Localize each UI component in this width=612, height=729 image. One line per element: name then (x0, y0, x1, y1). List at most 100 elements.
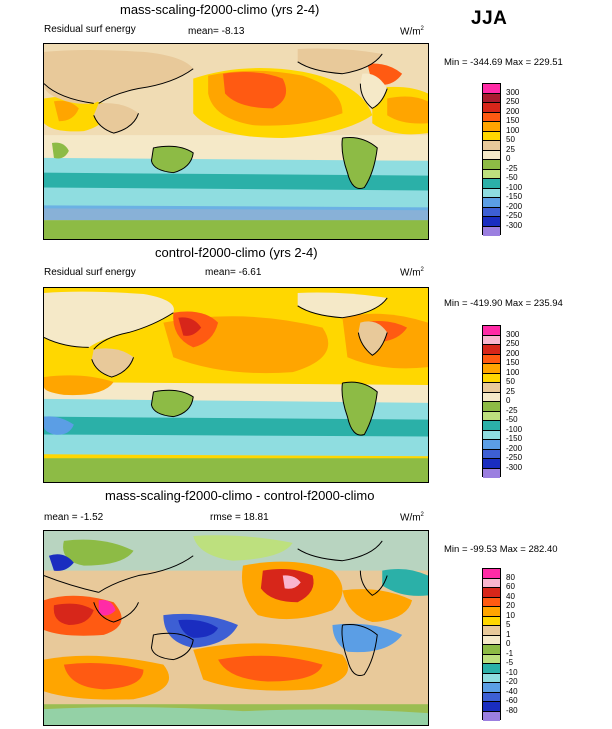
colorbar-tick-label: 1 (506, 629, 511, 639)
colorbar-swatch (483, 402, 500, 412)
colorbar-tick-label: -300 (506, 220, 523, 230)
colorbar-tick-label: -25 (506, 405, 518, 415)
colorbar-tick-label: 200 (506, 348, 520, 358)
colorbar-swatch (483, 392, 500, 402)
panel-2-colorbar (482, 325, 501, 478)
colorbar-tick-label: 20 (506, 601, 515, 610)
panel-1-map (43, 43, 429, 240)
colorbar-swatch (483, 179, 500, 189)
panel-1-colorbar (482, 83, 501, 236)
panel-3-minmax: Min = -99.53 Max = 282.40 (444, 544, 558, 555)
colorbar-tick-label: 250 (506, 339, 520, 348)
colorbar-tick-label: 100 (506, 125, 520, 135)
panel-3-units: W/m2 (400, 512, 424, 524)
colorbar-swatch (483, 711, 500, 721)
colorbar-tick-label: -80 (506, 705, 518, 715)
colorbar-swatch (483, 160, 500, 170)
colorbar-swatch (483, 411, 500, 421)
colorbar-swatch (483, 607, 500, 617)
colorbar-tick-label: -50 (506, 173, 518, 182)
panel-1-title: mass-scaling-f2000-climo (yrs 2-4) (120, 2, 320, 17)
colorbar-swatch (483, 326, 500, 336)
colorbar-tick-label: -100 (506, 182, 523, 192)
colorbar-tick-label: 0 (506, 154, 511, 163)
colorbar-swatch (483, 588, 500, 598)
colorbar-tick-label: -200 (506, 443, 523, 453)
colorbar-tick-label: -1 (506, 648, 514, 658)
colorbar-swatch (483, 421, 500, 431)
colorbar-tick-label: -200 (506, 201, 523, 211)
panel-3-rmse: rmse = 18.81 (210, 512, 269, 523)
colorbar-swatch (483, 84, 500, 94)
colorbar-tick-label: -250 (506, 453, 523, 462)
colorbar-tick-label: -50 (506, 415, 518, 424)
colorbar-tick-label: -100 (506, 424, 523, 434)
colorbar-tick-label: 150 (506, 358, 520, 367)
colorbar-swatch (483, 354, 500, 364)
panel-1-minmax: Min = -344.69 Max = 229.51 (444, 57, 563, 68)
colorbar-tick-label: 100 (506, 367, 520, 377)
colorbar-swatch (483, 578, 500, 588)
colorbar-swatch (483, 692, 500, 702)
panel-1-field-label: Residual surf energy (44, 24, 136, 35)
panel-3-title: mass-scaling-f2000-climo - control-f2000… (105, 488, 375, 503)
colorbar-tick-label: 60 (506, 582, 515, 591)
colorbar-tick-label: -40 (506, 686, 518, 696)
panel-3-map (43, 530, 429, 726)
colorbar-swatch (483, 664, 500, 674)
colorbar-tick-label: 200 (506, 106, 520, 116)
panel-2-field-label: Residual surf energy (44, 267, 136, 278)
colorbar-swatch (483, 635, 500, 645)
colorbar-swatch (483, 131, 500, 141)
colorbar-tick-label: -25 (506, 163, 518, 173)
colorbar-tick-label: 300 (506, 329, 520, 339)
panel-1-units: W/m2 (400, 26, 424, 38)
panel-2-map (43, 287, 429, 483)
colorbar-tick-label: -60 (506, 696, 518, 705)
colorbar-swatch (483, 569, 500, 579)
season-label: JJA (471, 8, 508, 29)
colorbar-tick-label: 300 (506, 87, 520, 97)
panel-2-units: W/m2 (400, 267, 424, 279)
colorbar-swatch (483, 198, 500, 208)
colorbar-swatch (483, 626, 500, 636)
colorbar-swatch (483, 169, 500, 179)
colorbar-tick-label: -250 (506, 211, 523, 220)
colorbar-tick-label: 5 (506, 620, 511, 629)
colorbar-swatch (483, 141, 500, 151)
colorbar-swatch (483, 654, 500, 664)
colorbar-tick-label: 50 (506, 135, 515, 144)
colorbar-tick-label: -150 (506, 434, 523, 443)
colorbar-swatch (483, 207, 500, 217)
colorbar-tick-label: 40 (506, 591, 515, 601)
colorbar-swatch (483, 383, 500, 393)
colorbar-swatch (483, 645, 500, 655)
colorbar-tick-label: 0 (506, 639, 511, 648)
colorbar-tick-label: 25 (506, 386, 515, 396)
colorbar-swatch (483, 683, 500, 693)
colorbar-tick-label: -150 (506, 192, 523, 201)
colorbar-swatch (483, 373, 500, 383)
colorbar-swatch (483, 430, 500, 440)
colorbar-swatch (483, 673, 500, 683)
colorbar-swatch (483, 345, 500, 355)
colorbar-swatch (483, 122, 500, 132)
colorbar-swatch (483, 449, 500, 459)
colorbar-swatch (483, 112, 500, 122)
colorbar-swatch (483, 440, 500, 450)
panel-3-colorbar (482, 568, 501, 721)
colorbar-tick-label: 0 (506, 396, 511, 405)
colorbar-swatch (483, 459, 500, 469)
colorbar-swatch (483, 364, 500, 374)
colorbar-tick-label: 25 (506, 144, 515, 154)
colorbar-swatch (483, 217, 500, 227)
colorbar-swatch (483, 702, 500, 712)
colorbar-tick-label: 10 (506, 610, 515, 620)
colorbar-swatch (483, 93, 500, 103)
colorbar-swatch (483, 188, 500, 198)
colorbar-swatch (483, 150, 500, 160)
colorbar-tick-label: 150 (506, 116, 520, 125)
colorbar-tick-label: 80 (506, 572, 515, 582)
colorbar-tick-label: 50 (506, 377, 515, 386)
colorbar-tick-label: 250 (506, 97, 520, 106)
